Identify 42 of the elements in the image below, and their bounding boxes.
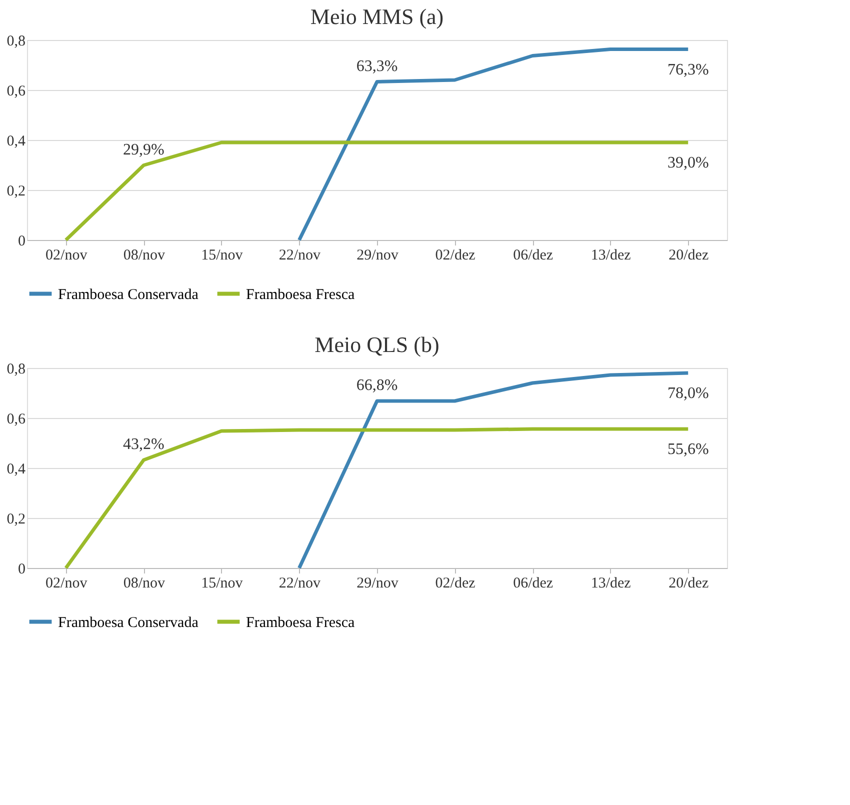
data-label: 39,0% [667, 154, 709, 172]
x-tick-label: 08/nov [123, 248, 166, 264]
y-tick-label: 0,2 [6, 512, 26, 528]
data-label: 29,9% [123, 141, 164, 158]
y-tick-label: 0,6 [6, 84, 26, 100]
legend-label: Framboesa Conservada [58, 286, 199, 303]
y-tick-label: 0,4 [6, 462, 26, 478]
x-tick-label: 15/nov [201, 576, 244, 592]
data-label: 63,3% [356, 58, 398, 75]
data-label: 78,0% [667, 385, 709, 402]
x-tick-label: 22/nov [278, 576, 322, 592]
x-tick-label: 02/nov [46, 248, 88, 264]
data-label: 55,6% [667, 441, 709, 458]
data-label: 43,2% [123, 436, 164, 453]
x-tick-label: 02/dez [435, 248, 476, 264]
x-tick-label: 20/dez [668, 576, 709, 592]
x-tick-label: 22/nov [278, 248, 322, 264]
legend-label: Framboesa Fresca [246, 286, 356, 303]
x-tick-label: 08/nov [123, 576, 166, 592]
data-label: 76,3% [667, 61, 709, 78]
y-tick-label: 0,8 [6, 34, 26, 50]
x-tick-label: 13/dez [590, 576, 632, 592]
x-tick-label: 06/dez [513, 248, 554, 264]
data-label: 66,8% [356, 377, 398, 394]
y-tick-label: 0 [18, 562, 26, 578]
y-tick-label: 0,6 [6, 412, 26, 428]
chart-title: Meio QLS (b) [314, 332, 440, 357]
x-tick-label: 02/dez [435, 576, 476, 592]
y-tick-label: 0 [18, 234, 26, 250]
x-tick-label: 06/dez [513, 576, 554, 592]
legend-label: Framboesa Fresca [246, 614, 356, 631]
x-tick-label: 20/dez [668, 248, 709, 264]
legend-label: Framboesa Conservada [58, 614, 199, 631]
x-tick-label: 13/dez [590, 248, 632, 264]
x-tick-label: 29/nov [356, 576, 399, 592]
x-tick-label: 29/nov [356, 248, 399, 264]
chart-title: Meio MMS (a) [310, 4, 444, 29]
x-tick-label: 02/nov [46, 576, 88, 592]
y-tick-label: 0,4 [6, 134, 26, 150]
y-tick-label: 0,2 [6, 184, 26, 200]
y-tick-label: 0,8 [6, 362, 26, 378]
x-tick-label: 15/nov [201, 248, 244, 264]
